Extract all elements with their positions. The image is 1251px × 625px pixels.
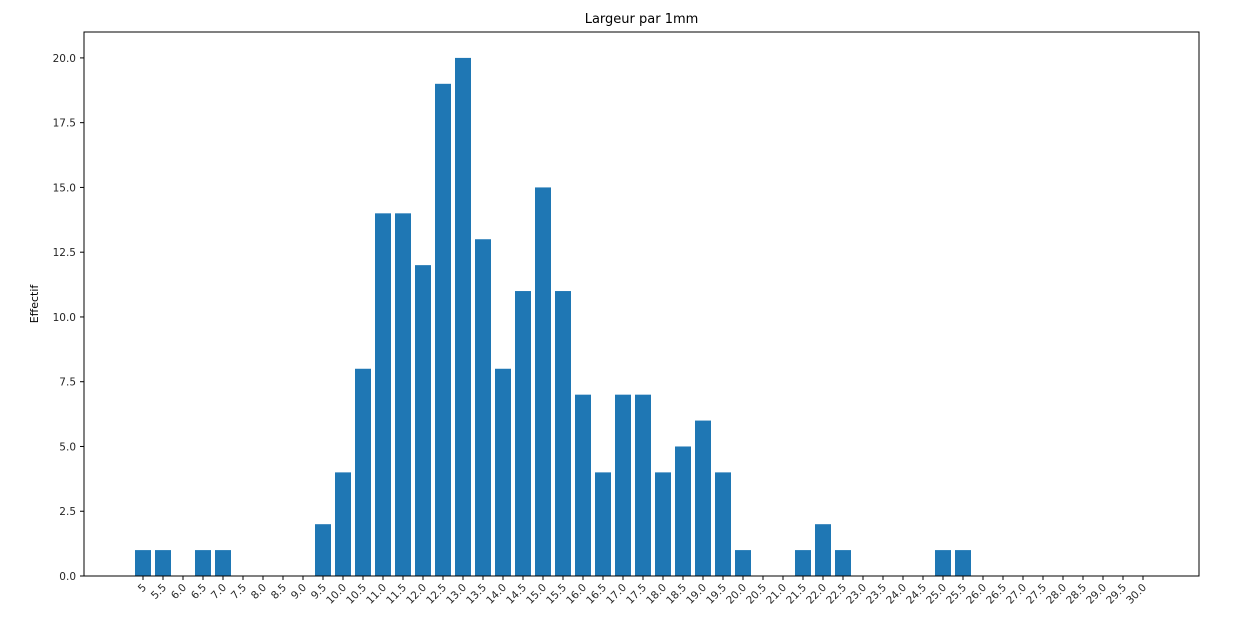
bar-22.0 [815, 524, 831, 576]
chart-title: Largeur par 1mm [585, 12, 699, 27]
y-tick-label: 17.5 [53, 118, 76, 130]
bar-20.0 [735, 550, 751, 576]
x-tick-label: 13.5 [464, 582, 489, 607]
x-tick-label: 30.0 [1124, 582, 1149, 607]
x-tick-label: 21.5 [784, 582, 809, 607]
x-tick-label: 25.0 [924, 582, 949, 607]
y-axis: 0.0 2.5 5.0 7.5 10.0 12.5 15.0 17.5 20.0 [53, 53, 84, 583]
bar-7.0 [215, 550, 231, 576]
x-tick-label: 10.5 [344, 582, 369, 607]
bar-22.5 [835, 550, 851, 576]
x-tick-label: 20.0 [724, 582, 749, 607]
bar-10.5 [355, 368, 371, 576]
x-tick-label: 15.0 [524, 582, 549, 607]
bar-16.0 [575, 394, 591, 576]
x-tick-label: 7.0 [209, 582, 229, 602]
plot-frame [83, 31, 1200, 577]
x-tick-label: 29.5 [1104, 582, 1129, 607]
x-tick-label: 14.0 [484, 582, 509, 607]
bar-9.5 [315, 524, 331, 576]
bar-5 [135, 550, 151, 576]
bar-18.5 [675, 446, 691, 576]
x-tick-label: 6.5 [189, 582, 209, 602]
x-tick-label: 17.5 [624, 582, 649, 607]
bar-13.0 [455, 57, 471, 576]
x-tick-label: 11.5 [384, 582, 409, 607]
x-tick-label: 26.0 [964, 582, 989, 607]
bar-16.5 [595, 472, 611, 576]
x-tick-label: 14.5 [504, 582, 529, 607]
x-tick-label: 18.5 [664, 582, 689, 607]
x-tick-label: 29.0 [1084, 582, 1109, 607]
x-tick-label: 5 [136, 582, 149, 595]
x-tick-label: 24.0 [884, 582, 909, 607]
bar-12.0 [415, 265, 431, 576]
x-tick-label: 21.0 [764, 582, 789, 607]
x-tick-label: 27.0 [1004, 582, 1029, 607]
y-tick-label: 0.0 [59, 571, 76, 583]
y-tick-label: 2.5 [59, 506, 76, 518]
x-tick-label: 13.0 [444, 582, 469, 607]
bar-11.0 [375, 213, 391, 577]
x-tick-label: 24.5 [904, 582, 929, 607]
x-tick-label: 8.0 [249, 582, 269, 602]
x-tick-label: 26.5 [984, 582, 1009, 607]
bar-19.0 [695, 420, 711, 576]
x-tick-label: 7.5 [229, 582, 249, 602]
bar-25.0 [935, 550, 951, 576]
y-axis-label: Effectif [28, 284, 41, 324]
x-tick-label: 6.0 [169, 582, 189, 602]
bar-12.5 [435, 83, 451, 577]
bars-group [135, 57, 971, 577]
x-tick-label: 17.0 [604, 582, 629, 607]
bar-11.5 [395, 213, 411, 577]
x-axis: 5 5.5 6.0 6.5 7.0 7.5 8.0 8.5 9.0 9.510.010.511.0… [136, 576, 1149, 607]
bar-15.0 [535, 187, 551, 576]
x-tick-label: 9.0 [289, 582, 309, 602]
x-tick-label: 12.0 [404, 582, 429, 607]
x-tick-label: 16.5 [584, 582, 609, 607]
x-tick-label: 10.0 [324, 582, 349, 607]
x-tick-label: 28.5 [1064, 582, 1089, 607]
x-tick-label: 20.5 [744, 582, 769, 607]
y-tick-label: 5.0 [59, 441, 76, 453]
x-tick-label: 22.5 [824, 582, 849, 607]
x-tick-label: 15.5 [544, 582, 569, 607]
y-tick-label: 12.5 [53, 247, 76, 259]
bar-17.0 [615, 394, 631, 576]
bar-14.5 [515, 291, 531, 576]
y-tick-label: 15.0 [53, 182, 76, 194]
bar-21.5 [795, 550, 811, 576]
x-tick-label: 28.0 [1044, 582, 1069, 607]
x-tick-label: 18.0 [644, 582, 669, 607]
x-tick-label: 5.5 [149, 582, 169, 602]
x-tick-label: 27.5 [1024, 582, 1049, 607]
x-tick-label: 16.0 [564, 582, 589, 607]
x-tick-label: 19.0 [684, 582, 709, 607]
bar-14.0 [495, 368, 511, 576]
x-tick-label: 22.0 [804, 582, 829, 607]
x-tick-label: 8.5 [269, 582, 289, 602]
bar-10.0 [335, 472, 351, 576]
bar-13.5 [475, 239, 491, 576]
bar-18.0 [655, 472, 671, 576]
x-tick-label: 12.5 [424, 582, 449, 607]
x-tick-label: 23.5 [864, 582, 889, 607]
bar-15.5 [555, 291, 571, 576]
bar-6.5 [195, 550, 211, 576]
x-tick-label: 25.5 [944, 582, 969, 607]
x-tick-label: 19.5 [704, 582, 729, 607]
y-tick-label: 10.0 [53, 312, 76, 324]
bar-17.5 [635, 394, 651, 576]
bar-5.5 [155, 550, 171, 576]
y-tick-label: 7.5 [59, 377, 76, 389]
y-tick-label: 20.0 [53, 53, 76, 65]
bar-25.5 [955, 550, 971, 576]
x-tick-label: 11.0 [364, 582, 389, 607]
x-tick-label: 23.0 [844, 582, 869, 607]
bar-19.5 [715, 472, 731, 576]
